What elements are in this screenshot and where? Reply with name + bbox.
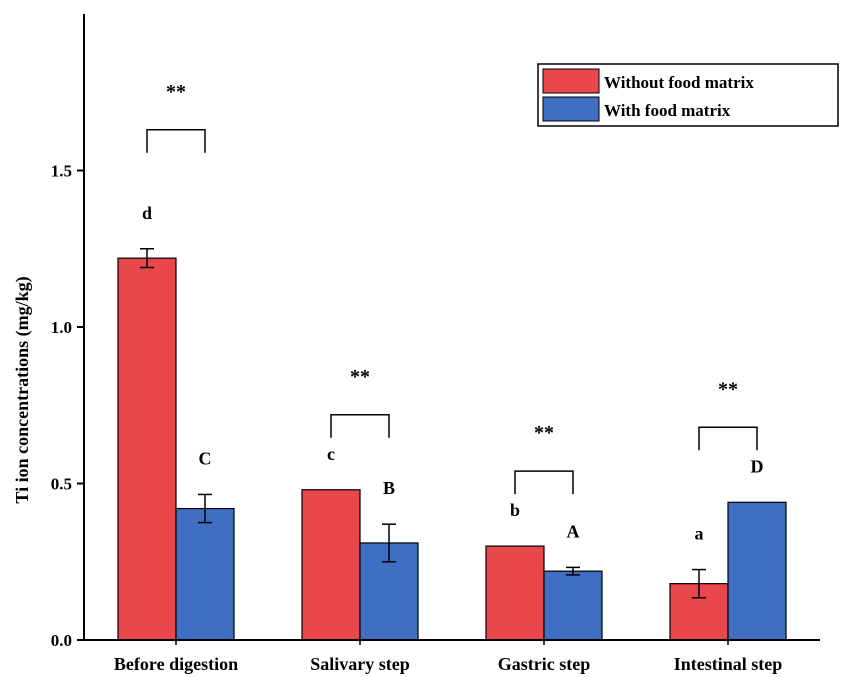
significance-stars: ** (718, 378, 738, 400)
x-tick-label: Before digestion (114, 654, 238, 674)
bar-without-food-matrix (117, 257, 177, 641)
legend: Without food matrix With food matrix (537, 63, 839, 127)
significance-letter: d (142, 203, 152, 223)
y-tick-label: 1.0 (51, 318, 72, 337)
y-tick-label: 0.5 (51, 475, 72, 494)
bar-without-food-matrix (301, 489, 361, 641)
significance-stars: ** (166, 81, 186, 103)
significance-bracket (330, 414, 390, 438)
significance-letter: D (751, 456, 764, 476)
significance-letter: B (383, 478, 395, 498)
bar-with-food-matrix (543, 570, 603, 641)
significance-bracket (698, 426, 758, 451)
significance-stars: ** (534, 422, 554, 444)
bar-with-food-matrix (175, 507, 235, 641)
significance-letter: a (695, 524, 704, 544)
significance-bracket (514, 470, 574, 495)
y-axis-label: Ti ion concentrations (mg/kg) (12, 276, 33, 503)
x-tick-label: Intestinal step (674, 654, 783, 674)
legend-swatch-without-food-matrix (542, 68, 600, 94)
y-tick-label: 1.5 (51, 162, 72, 181)
bar-without-food-matrix (485, 545, 545, 641)
significance-letter: b (510, 500, 520, 520)
y-ticks: 0.0 0.5 1.0 1.5 (51, 162, 84, 650)
legend-label-with-food-matrix: With food matrix (604, 101, 731, 120)
x-ticks: Before digestion Salivary step Gastric ste… (114, 640, 782, 674)
significance-bracket (146, 129, 206, 153)
annotations-layer: d C ** c B ** b A ** a D ** (140, 81, 764, 599)
significance-letter: c (327, 444, 335, 464)
x-tick-label: Gastric step (498, 654, 590, 674)
significance-stars: ** (350, 366, 370, 388)
bars-layer (117, 257, 787, 641)
significance-letter: C (199, 448, 212, 468)
significance-letter: A (567, 521, 580, 541)
bar-with-food-matrix (727, 501, 787, 641)
x-tick-label: Salivary step (310, 654, 410, 674)
legend-label-without-food-matrix: Without food matrix (604, 73, 754, 92)
y-tick-label: 0.0 (51, 631, 72, 650)
legend-swatch-with-food-matrix (542, 96, 600, 122)
